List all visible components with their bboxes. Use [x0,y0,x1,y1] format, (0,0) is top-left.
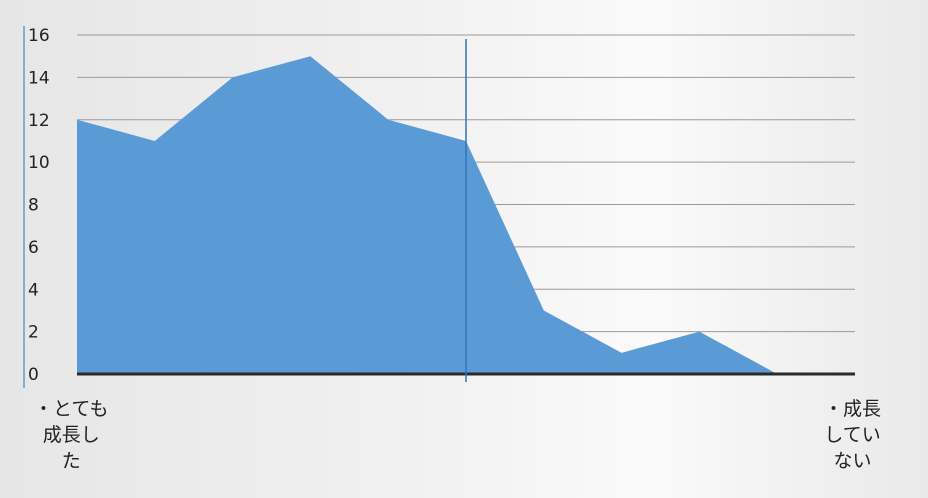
y-tick-label-6: 6 [28,238,39,258]
y-tick-label-16: 16 [28,26,50,46]
x-category-label-left: ・とても 成長し た [34,398,109,472]
axes [23,26,855,388]
y-tick-label-4: 4 [28,280,39,300]
y-tick-labels: 0 2 4 6 8 10 12 14 16 [28,26,50,385]
x-category-label-right: ・成長 してい ない [824,398,882,472]
y-tick-label-10: 10 [28,153,50,173]
y-tick-label-2: 2 [28,323,39,343]
y-tick-label-0: 0 [28,365,39,385]
y-tick-label-8: 8 [28,196,39,216]
y-tick-label-12: 12 [28,111,50,131]
y-tick-label-14: 14 [28,68,50,88]
